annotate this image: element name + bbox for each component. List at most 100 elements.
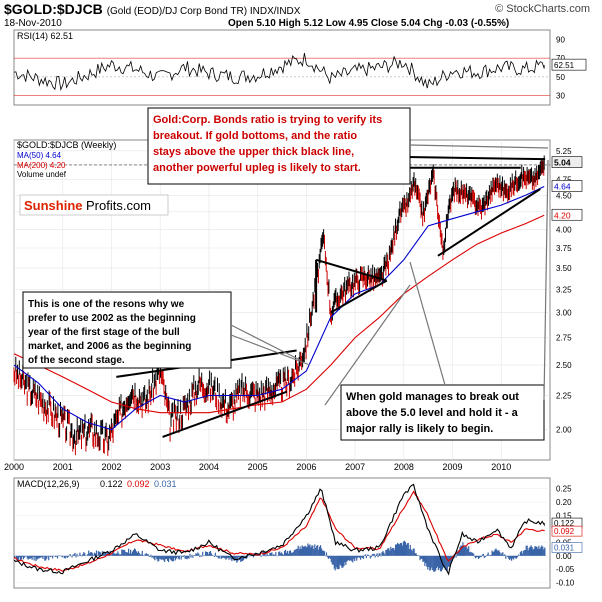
year-tick-label: 2001 [53,462,73,472]
macd-histogram-bar [372,553,374,556]
macd-histogram-bar [336,555,338,570]
chart-title: $GOLD:$DJCB (Gold (EOD)/DJ Corp Bond TR)… [4,1,301,17]
macd-histogram-bar [242,555,244,562]
macd-histogram-bar [410,549,412,556]
macd-histogram-bar [543,549,545,556]
macd-histogram-bar [412,548,414,556]
macd-histogram-bar [178,555,180,560]
macd-histogram-bar [76,553,78,556]
macd-histogram-bar [462,542,464,556]
macd-histogram-bar [185,555,187,559]
macd-histogram-bar [166,555,168,560]
macd-histogram-bar [83,552,85,556]
macd-tick-label: 0.20 [556,498,572,507]
macd-histogram-bar [121,549,123,556]
macd-histogram-bar [363,555,366,556]
price-tick-label: 5.25 [556,147,572,156]
macd-histogram [14,540,546,572]
macd-legend: MACD(12,26,9) 0.122 0.092 0.031 [17,479,177,489]
year-tick-label: 2007 [345,462,365,472]
macd-histogram-bar [295,549,297,556]
macd-histogram-bar [281,552,283,556]
macd-histogram-bar [380,555,382,557]
macd-histogram-bar [37,555,39,559]
macd-histogram-bar [449,555,451,567]
macd-histogram-bar [520,550,522,556]
macd-histogram-bar [273,554,275,556]
macd-histogram-bar [413,548,415,556]
price-legend-ma200: MA(200) 4.20 [17,161,66,170]
5-level-note-line: major rally is likely to begin. [346,423,493,435]
macd-histogram-bar [468,546,470,556]
logo-profits-text: Profits.com [86,198,151,213]
macd-histogram-bar [329,555,331,559]
macd-histogram-bar [225,555,227,560]
macd-histogram-bar [224,555,226,559]
year-tick-label: 2003 [150,462,170,472]
5-level-note-line: When gold manages to break out [346,391,519,403]
macd-histogram-bar [134,549,136,556]
macd-histogram-bar [187,555,189,558]
macd-histogram-bar [26,555,28,559]
macd-histogram-bar [65,555,67,557]
macd-histogram-bar [161,555,163,560]
macd-histogram-bar [424,555,426,567]
macd-histogram-bar [235,555,237,560]
macd-histogram-bar [198,553,200,556]
macd-histogram-bar [517,554,519,556]
macd-histogram-bar [350,555,352,561]
macd-histogram-bar [322,550,325,556]
macd-histogram-bar [234,555,236,561]
macd-histogram-bar [396,544,398,556]
macd-histogram-bar [310,547,312,556]
macd-histogram-bar [483,555,485,558]
macd-histogram-bar [114,554,116,556]
macd-histogram-bar [526,545,528,556]
macd-tick-label: -0.05 [556,565,575,574]
macd-histogram-bar [328,555,330,558]
gold-breakout-note: Gold:Corp. Bonds ratio is trying to veri… [147,107,411,185]
macd-histogram-bar [357,555,359,558]
macd-histogram-bar [223,555,225,558]
macd-histogram-bar [398,544,401,556]
macd-histogram-bar [169,555,172,560]
macd-histogram-bar [226,555,228,559]
macd-histogram-bar [411,550,413,556]
macd-histogram-bar [538,545,540,556]
macd-histogram-bar [331,555,333,565]
macd-histogram-bar [316,545,318,556]
macd-histogram-bar [96,555,98,556]
macd-histogram-bar [306,547,308,556]
macd-histogram-bar [266,552,268,556]
macd-line [13,483,545,576]
macd-histogram-bar [535,546,537,556]
macd-histogram-bar [145,553,147,556]
macd-histogram-bar [67,555,69,557]
macd-histogram-bar [278,551,280,556]
macd-histogram-bar [129,553,131,556]
macd-histogram-bar [176,555,178,557]
macd-histogram-bar [31,555,33,560]
macd-histogram-bar [77,555,79,557]
price-legend-volume: Volume undef [17,170,67,179]
macd-histogram-bar [317,545,319,556]
gold-breakout-note-line: stays above the upper thick black line, [153,146,354,158]
macd-histogram-bar [301,545,303,556]
macd-histogram-bar [491,550,493,556]
macd-histogram-bar [484,555,486,557]
macd-histogram-bar [338,555,340,569]
macd-histogram-bar [305,546,307,556]
ohlc-readout: Open 5.10 High 5.12 Low 4.95 Close 5.04 … [228,18,510,29]
macd-histogram-bar [291,552,293,556]
macd-histogram-bar [231,555,233,562]
macd-histogram-bar [541,545,543,556]
macd-histogram-bar [499,552,501,556]
macd-histogram-bar [72,554,74,556]
macd-histogram-bar [70,555,72,557]
macd-histogram-bar [387,548,389,556]
macd-histogram-bar [80,555,82,556]
macd-histogram-bar [388,548,390,556]
trend-line [437,188,541,257]
macd-histogram-bar [297,545,299,556]
macd-histogram-bar [43,555,45,557]
